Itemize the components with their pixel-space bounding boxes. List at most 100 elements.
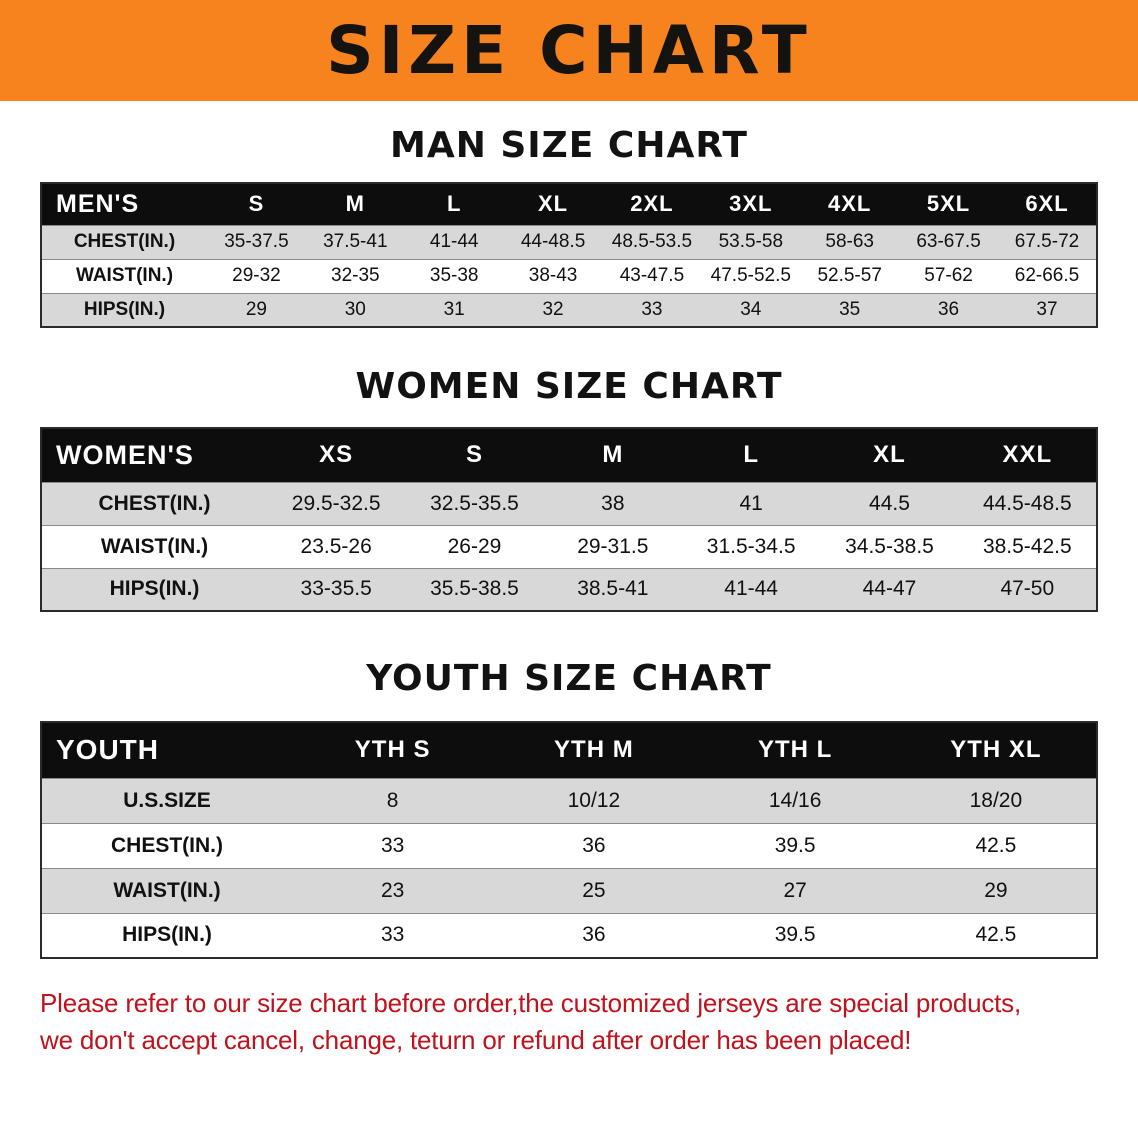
women-section: WOMEN SIZE CHART WOMEN'S XS S M L XL XXL CHEST(…: [0, 328, 1138, 612]
men-row-label: CHEST(IN.): [73, 231, 176, 252]
youth-size-cell: 33: [380, 833, 405, 857]
women-size-cell: 32.5-35.5: [430, 491, 519, 515]
women-size-cell: 29-31.5: [577, 534, 649, 558]
men-size-cell: 35: [839, 298, 861, 320]
men-row-label: HIPS(IN.): [83, 298, 166, 320]
youth-table-row: WAIST(IN.) 23 25 27 29: [41, 868, 1097, 913]
men-size-cell: 30: [344, 298, 366, 320]
men-section-heading: MAN SIZE CHART: [390, 125, 748, 166]
men-header-row: MEN'S S M L XL 2XL 3XL 4XL 5XL 6XL: [41, 183, 1097, 225]
women-column-header: XS: [319, 441, 354, 469]
banner-title: SIZE CHART: [326, 12, 812, 89]
women-section-heading: WOMEN SIZE CHART: [355, 366, 783, 407]
men-size-cell: 29-32: [232, 265, 281, 286]
youth-size-cell: 33: [380, 923, 405, 947]
men-size-cell: 35-37.5: [224, 231, 289, 252]
men-column-header: XL: [538, 191, 569, 217]
men-size-cell: 32: [542, 298, 564, 320]
youth-row-label: WAIST(IN.): [113, 878, 221, 902]
women-row-label: HIPS(IN.): [109, 577, 200, 601]
youth-size-cell: 39.5: [774, 833, 816, 857]
youth-row-label: CHEST(IN.): [111, 833, 223, 857]
women-size-cell: 31.5-34.5: [706, 534, 796, 558]
women-size-table: WOMEN'S XS S M L XL XXL CHEST(IN.) 29.5-32.5 32.5…: [40, 427, 1098, 612]
men-size-cell: 67.5-72: [1014, 231, 1080, 252]
youth-size-table: YOUTH YTH S YTH M YTH L YTH XL U.S.SIZE 8 10/12…: [40, 721, 1098, 959]
women-table-row: CHEST(IN.) 29.5-32.5 32.5-35.5 38 41 44.5 44.5…: [41, 482, 1097, 525]
women-size-cell: 35.5-38.5: [430, 577, 519, 601]
men-size-cell: 58-63: [825, 231, 874, 252]
youth-size-cell: 10/12: [567, 788, 621, 812]
youth-size-cell: 8: [386, 788, 399, 812]
men-column-header: M: [345, 191, 365, 217]
youth-column-header: YTH M: [554, 736, 634, 764]
disclaimer-line-1: Please refer to our size chart before or…: [40, 988, 1022, 1018]
men-size-cell: 37.5-41: [323, 231, 388, 252]
disclaimer-note: Please refer to our size chart before or…: [40, 985, 1108, 1059]
women-column-header: XL: [873, 441, 906, 469]
men-section: MAN SIZE CHART MEN'S S M L XL 2XL 3XL 4XL 5XL 6XL…: [0, 101, 1138, 328]
women-column-header: S: [465, 441, 483, 469]
youth-size-cell: 36: [582, 923, 606, 947]
men-size-cell: 38-43: [528, 265, 578, 286]
women-size-cell: 41-44: [724, 577, 778, 601]
men-table-row: CHEST(IN.) 35-37.5 37.5-41 41-44 44-48.5 48.5…: [41, 225, 1097, 259]
women-size-cell: 38: [601, 491, 625, 515]
women-column-header: L: [743, 441, 759, 469]
youth-size-cell: 42.5: [975, 923, 1017, 947]
women-table-row: WAIST(IN.) 23.5-26 26-29 29-31.5 31.5-34.5 34…: [41, 525, 1097, 568]
women-size-cell: 47-50: [1000, 577, 1055, 601]
youth-size-cell: 18/20: [969, 788, 1023, 812]
women-size-cell: 44.5-48.5: [982, 491, 1072, 515]
youth-size-cell: 25: [582, 878, 606, 902]
men-size-cell: 37: [1036, 298, 1058, 320]
youth-row-label: U.S.SIZE: [123, 788, 211, 812]
women-size-cell: 23.5-26: [300, 534, 372, 558]
youth-size-cell: 14/16: [768, 788, 822, 812]
women-size-cell: 44.5: [869, 491, 910, 515]
women-size-cell: 44-47: [862, 577, 917, 601]
youth-size-cell: 29: [984, 878, 1008, 902]
women-size-cell: 38.5-41: [577, 577, 649, 601]
men-column-header: 6XL: [1025, 191, 1069, 217]
youth-size-cell: 23: [380, 878, 405, 902]
men-size-cell: 32-35: [331, 265, 380, 286]
youth-section: YOUTH SIZE CHART YOUTH YTH S YTH M YTH L YTH…: [0, 612, 1138, 959]
men-column-header: 4XL: [828, 191, 872, 217]
men-column-header: 5XL: [926, 191, 971, 217]
men-table-row: HIPS(IN.) 29 30 31 32 33 34 35 36 37: [41, 293, 1097, 327]
men-size-cell: 33: [641, 298, 663, 320]
women-header-row: WOMEN'S XS S M L XL XXL: [41, 428, 1097, 482]
size-chart-banner: SIZE CHART: [0, 0, 1138, 101]
men-row-label: WAIST(IN.): [75, 265, 174, 286]
youth-column-header: YTH XL: [950, 736, 1042, 764]
youth-table-row: CHEST(IN.) 33 36 39.5 42.5: [41, 823, 1097, 868]
women-table-row: HIPS(IN.) 33-35.5 35.5-38.5 38.5-41 41-44 44-…: [41, 568, 1097, 611]
women-size-cell: 29.5-32.5: [291, 491, 381, 515]
women-column-header: M: [602, 441, 624, 469]
youth-section-heading: YOUTH SIZE CHART: [366, 658, 772, 699]
men-column-header: 3XL: [729, 191, 773, 217]
men-column-header: L: [446, 191, 462, 217]
youth-table-row: HIPS(IN.) 33 36 39.5 42.5: [41, 913, 1097, 958]
women-size-cell: 38.5-42.5: [982, 534, 1072, 558]
women-size-cell: 34.5-38.5: [845, 534, 934, 558]
women-row-label: WAIST(IN.): [100, 534, 209, 558]
men-size-cell: 53.5-58: [718, 231, 784, 252]
youth-column-header: YTH S: [354, 736, 431, 764]
men-size-cell: 52.5-57: [817, 265, 882, 286]
youth-size-cell: 36: [582, 833, 606, 857]
youth-size-cell: 27: [783, 878, 807, 902]
men-size-cell: 47.5-52.5: [710, 265, 791, 286]
men-size-table: MEN'S S M L XL 2XL 3XL 4XL 5XL 6XL CHEST(IN.) 35-37…: [40, 182, 1098, 328]
men-size-cell: 31: [443, 298, 465, 320]
men-size-cell: 62-66.5: [1014, 265, 1080, 286]
women-size-cell: 41: [739, 491, 763, 515]
youth-column-header: YTH L: [757, 736, 833, 764]
men-size-cell: 48.5-53.5: [611, 231, 693, 252]
men-table-row: WAIST(IN.) 29-32 32-35 35-38 38-43 43-47.5 47.…: [41, 259, 1097, 293]
men-size-cell: 63-67.5: [916, 231, 981, 252]
women-table-label: WOMEN'S: [56, 439, 194, 470]
men-size-cell: 57-62: [924, 265, 973, 286]
youth-table-row: U.S.SIZE 8 10/12 14/16 18/20: [41, 778, 1097, 823]
